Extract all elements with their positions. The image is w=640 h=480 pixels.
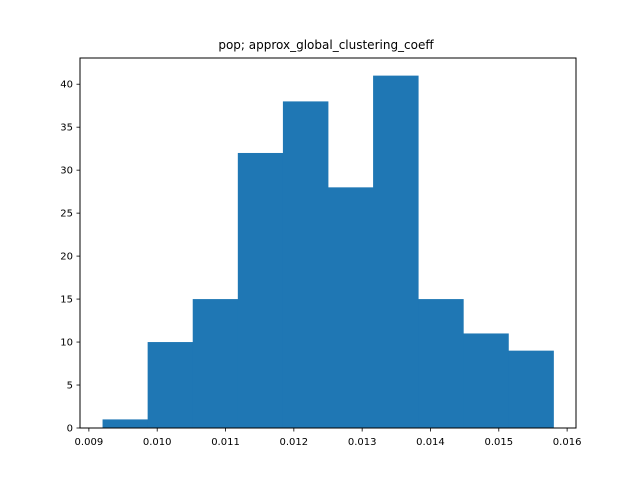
y-tick-label: 35 (60, 123, 73, 134)
histogram-bar (328, 187, 374, 428)
x-tick-label: 0.009 (75, 437, 104, 448)
x-tick-label: 0.012 (280, 437, 309, 448)
y-axis: 0 5 10 15 20 25 30 35 40 (60, 80, 80, 435)
y-tick-label: 10 (60, 338, 73, 349)
histogram-bar (147, 342, 194, 428)
bars-group (102, 75, 554, 429)
histogram-bar (237, 152, 284, 428)
y-tick-label: 25 (60, 209, 73, 220)
y-tick-label: 0 (67, 424, 73, 435)
histogram-bar (282, 101, 329, 429)
histogram-bar (373, 75, 419, 429)
y-tick-label: 15 (60, 295, 73, 306)
y-tick-label: 40 (60, 80, 73, 91)
histogram-bar (508, 350, 554, 428)
x-tick-label: 0.010 (143, 437, 172, 448)
x-tick-label: 0.013 (348, 437, 377, 448)
histogram-bar (418, 299, 464, 428)
x-tick-label: 0.011 (211, 437, 240, 448)
y-tick-label: 5 (67, 381, 73, 392)
x-axis: 0.009 0.010 0.011 0.012 0.013 0.014 0.015 0.016 (75, 428, 582, 448)
chart-title: pop; approx_global_clustering_coeff (218, 38, 434, 52)
y-tick-label: 20 (60, 252, 73, 263)
y-tick-label: 30 (60, 166, 73, 177)
x-tick-label: 0.016 (553, 437, 582, 448)
plot-frame (79, 57, 577, 429)
x-tick-label: 0.014 (416, 437, 445, 448)
histogram-bar (463, 333, 509, 428)
histogram-bar (102, 419, 149, 428)
x-tick-label: 0.015 (484, 437, 513, 448)
histogram-bar (192, 299, 239, 428)
